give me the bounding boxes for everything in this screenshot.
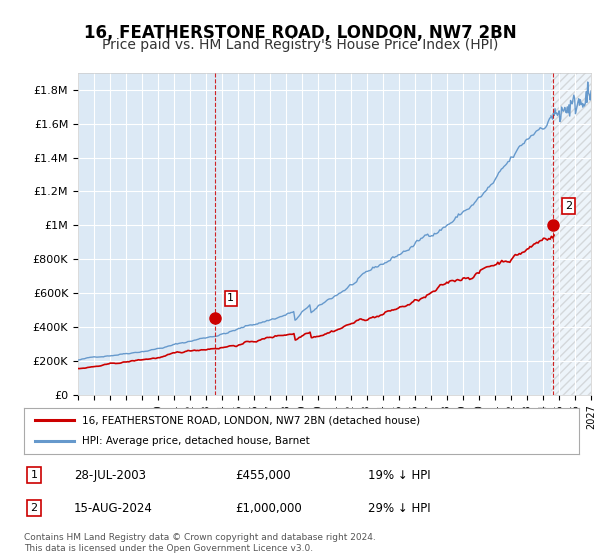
Text: 15-AUG-2024: 15-AUG-2024 (74, 502, 153, 515)
Text: 1: 1 (227, 293, 234, 304)
Text: 1: 1 (31, 470, 37, 480)
Text: 29% ↓ HPI: 29% ↓ HPI (368, 502, 431, 515)
Text: 16, FEATHERSTONE ROAD, LONDON, NW7 2BN: 16, FEATHERSTONE ROAD, LONDON, NW7 2BN (83, 24, 517, 42)
Text: £1,000,000: £1,000,000 (235, 502, 302, 515)
Text: £455,000: £455,000 (235, 469, 290, 482)
Text: HPI: Average price, detached house, Barnet: HPI: Average price, detached house, Barn… (82, 436, 310, 446)
Text: Price paid vs. HM Land Registry's House Price Index (HPI): Price paid vs. HM Land Registry's House … (102, 38, 498, 52)
Text: 19% ↓ HPI: 19% ↓ HPI (368, 469, 431, 482)
Text: 28-JUL-2003: 28-JUL-2003 (74, 469, 146, 482)
Text: 2: 2 (31, 503, 38, 513)
Text: Contains HM Land Registry data © Crown copyright and database right 2024.
This d: Contains HM Land Registry data © Crown c… (24, 533, 376, 553)
Text: 2: 2 (565, 201, 572, 211)
Text: 16, FEATHERSTONE ROAD, LONDON, NW7 2BN (detached house): 16, FEATHERSTONE ROAD, LONDON, NW7 2BN (… (82, 415, 421, 425)
